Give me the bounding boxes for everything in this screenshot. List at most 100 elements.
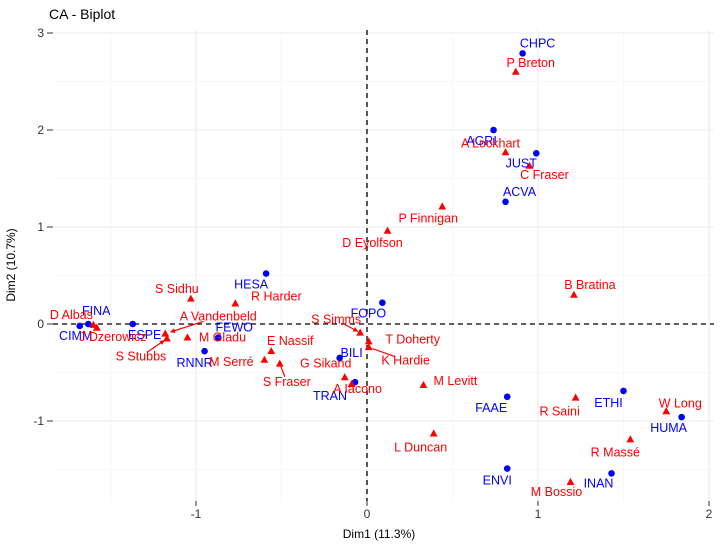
point-R-Massé: [626, 435, 635, 443]
point-K-Hardie: [364, 343, 373, 351]
x-axis-title: Dim1 (11.3%): [343, 527, 415, 541]
plot-title: CA - Biplot: [49, 6, 115, 22]
label-R-Massé: R Massé: [591, 445, 640, 459]
label-M-Bossio: M Bossio: [531, 485, 582, 499]
point-R-Harder: [231, 299, 240, 307]
y-tick-label: -1: [33, 414, 44, 428]
label-C-Fraser: C Fraser: [520, 168, 569, 182]
label-FEWO: FEWO: [215, 321, 253, 335]
point-B-Bratina: [570, 290, 578, 298]
label-P-Finnigan: P Finnigan: [398, 212, 458, 226]
point-INAN: [608, 470, 615, 477]
point-T-Doherty: [364, 337, 373, 345]
x-tick-label: 2: [706, 507, 713, 521]
label-K-Hardie: K Hardie: [381, 353, 430, 367]
label-M-Gladu: M Gladu: [199, 331, 246, 345]
y-tick-label: 2: [37, 123, 44, 137]
point-P-Breton: [511, 67, 520, 75]
label-M-Serré: M Serré: [209, 355, 254, 369]
label-D-Albas: D Albas: [50, 308, 93, 322]
point-S-Sidhu: [186, 294, 195, 302]
point-M-Gladu: [183, 333, 192, 341]
label-S-Fraser: S Fraser: [263, 375, 311, 389]
label-J-Dzerowicz: J Dzerowicz: [79, 330, 146, 344]
point-J-Dzerowicz: [92, 323, 101, 331]
point-C-Fraser: [525, 161, 534, 169]
point-ETHI: [620, 387, 627, 395]
label-A-Vandenbeld: A Vandenbeld: [180, 310, 257, 324]
point-AGRI: [490, 126, 497, 134]
label-RNNR: RNNR: [176, 356, 212, 370]
point-S-Simms: [356, 328, 365, 336]
label-E-Nassif: E Nassif: [267, 334, 314, 348]
label-A-Iacono: A Iacono: [333, 382, 382, 396]
label-segment-A-Vandenbeld: [170, 320, 204, 334]
point-D-Eyolfson: [383, 226, 392, 234]
label-L-Duncan: L Duncan: [394, 441, 447, 455]
label-S-Simms: S Simms: [311, 313, 361, 327]
label-G-Sikand: G Sikand: [300, 356, 351, 370]
point-S-Fraser: [275, 359, 284, 367]
label-HESA: HESA: [234, 278, 269, 292]
label-INAN: INAN: [584, 476, 614, 490]
label-ESPE: ESPE: [128, 328, 161, 342]
y-tick-label: 0: [37, 317, 44, 331]
point-FINA: [84, 320, 92, 328]
point-FAAE: [503, 393, 511, 401]
label-HUMA: HUMA: [650, 421, 687, 435]
label-W-Long: W Long: [659, 396, 702, 410]
y-tick-label: 1: [37, 220, 44, 234]
label-T-Doherty: T Doherty: [385, 332, 440, 346]
y-tick-label: 3: [37, 26, 44, 40]
label-R-Saini: R Saini: [539, 405, 579, 419]
point-E-Nassif: [267, 346, 276, 355]
label-segments: [147, 320, 396, 377]
reference-lines: [53, 30, 714, 501]
point-M-Serré: [260, 355, 269, 363]
x-tick-label: 0: [364, 507, 371, 521]
x-tick-label: -1: [191, 507, 202, 521]
point-BILI: [336, 354, 343, 362]
point-HESA: [262, 270, 270, 277]
label-segment-S-Fraser: [279, 365, 286, 377]
point-ENVI: [503, 465, 511, 472]
point-ACVA: [502, 198, 509, 206]
point-CHPC: [519, 50, 526, 57]
point-A-Vandenbeld: [161, 329, 170, 337]
data-points: [76, 50, 685, 486]
x-tick-label: 1: [535, 507, 542, 521]
point-HUMA: [678, 413, 685, 421]
point-JUST: [532, 149, 540, 157]
point-W-Long: [662, 407, 671, 415]
label-FAAE: FAAE: [475, 401, 507, 415]
label-TRAN: TRAN: [313, 389, 347, 403]
label-FOPO: FOPO: [351, 307, 387, 321]
point-R-Saini: [571, 393, 580, 401]
point-P-Finnigan: [438, 202, 447, 210]
point-ESPE: [129, 320, 137, 328]
point-G-Sikand: [340, 373, 349, 381]
y-axis-title: Dim2 (10.7%): [4, 228, 18, 301]
axis-ticks: -1 0 1 2 -1 0 1 2 3: [33, 26, 712, 521]
label-S-Sidhu: S Sidhu: [155, 282, 199, 296]
label-FINA: FINA: [82, 304, 111, 318]
point-M-Levitt: [419, 380, 428, 389]
label-segment-S-Simms: [342, 322, 359, 332]
label-A-Lockhart: A Lockhart: [461, 136, 521, 150]
label-AGRI: AGRI: [466, 134, 497, 148]
point-A-Lockhart: [501, 148, 510, 156]
point-FEWO: [214, 334, 222, 341]
label-CHPC: CHPC: [520, 36, 555, 50]
label-ENVI: ENVI: [483, 474, 512, 488]
label-JUST: JUST: [506, 156, 538, 170]
point-RNNR: [201, 347, 208, 355]
label-D-Eyolfson: D Eyolfson: [342, 236, 402, 250]
point-A-Iacono: [347, 379, 356, 388]
label-P-Breton: P Breton: [507, 56, 555, 70]
point-M-Bossio: [566, 477, 575, 486]
point-CIMM: [76, 322, 84, 330]
label-ACVA: ACVA: [503, 185, 537, 199]
label-S-Stubbs: S Stubbs: [116, 350, 167, 364]
